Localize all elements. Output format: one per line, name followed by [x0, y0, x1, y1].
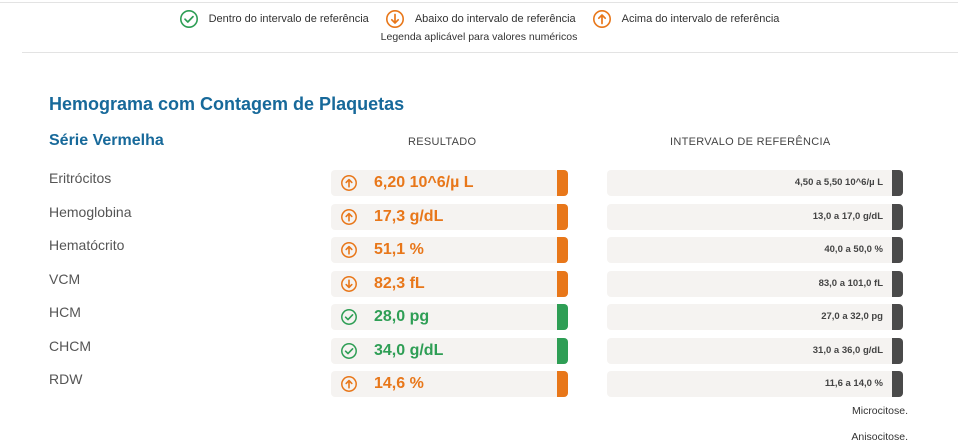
reference-bar — [892, 237, 903, 263]
result-status-bar — [557, 271, 568, 297]
reference-value: 13,0 a 17,0 g/dL — [812, 211, 883, 222]
result-status-bar — [557, 237, 568, 263]
result-value: 6,20 10^6/µ L — [374, 174, 474, 191]
arrow-down-circle-icon — [340, 275, 358, 293]
top-divider — [0, 2, 958, 3]
reference-value: 11,6 a 14,0 % — [824, 378, 883, 389]
legend-item-above: Acima do intervalo de referência — [592, 9, 780, 29]
table-row: Eritrócitos 6,20 10^6/µ L 4,50 a 5,50 10^6… — [0, 170, 958, 196]
result-box: 17,3 g/dL — [331, 204, 568, 230]
table-row: CHCM 34,0 g/dL 31,0 a 36,0 g/dL — [0, 338, 958, 364]
result-value: 51,1 % — [374, 241, 424, 258]
table-row: Hematócrito 51,1 % 40,0 a 50,0 % — [0, 237, 958, 263]
comment-anisocitose: Anisocitose. — [851, 431, 908, 443]
arrow-up-circle-icon — [340, 174, 358, 192]
result-value: 17,3 g/dL — [374, 208, 444, 225]
check-circle-icon — [340, 308, 358, 326]
analyte-name: Hematócrito — [49, 237, 125, 253]
column-header-reference: INTERVALO DE REFERÊNCIA — [670, 136, 831, 148]
analyte-name: Eritrócitos — [49, 170, 112, 186]
legend-label-within: Dentro do intervalo de referência — [208, 13, 369, 25]
exam-title: Hemograma com Contagem de Plaquetas — [49, 94, 405, 114]
result-value: 82,3 fL — [374, 275, 425, 292]
reference-bar — [892, 371, 903, 397]
arrow-up-circle-icon — [340, 208, 358, 226]
result-box: 51,1 % — [331, 237, 568, 263]
table-row: RDW 14,6 % 11,6 a 14,0 % — [0, 371, 958, 397]
legend-item-below: Abaixo do intervalo de referência — [385, 9, 576, 29]
reference-box: 11,6 a 14,0 % — [607, 371, 903, 397]
reference-bar — [892, 304, 903, 330]
reference-value: 4,50 a 5,50 10^6/µ L — [794, 177, 883, 188]
result-value: 28,0 pg — [374, 308, 430, 325]
reference-box: 40,0 a 50,0 % — [607, 237, 903, 263]
result-status-bar — [557, 338, 568, 364]
arrow-up-circle-icon — [340, 241, 358, 259]
table-row: HCM 28,0 pg 27,0 a 32,0 pg — [0, 304, 958, 330]
result-box: 82,3 fL — [331, 271, 568, 297]
series-title: Série Vermelha — [49, 132, 164, 149]
reference-bar — [892, 170, 903, 196]
legend-divider — [22, 52, 958, 53]
table-row: VCM 82,3 fL 83,0 a 101,0 fL — [0, 271, 958, 297]
result-status-bar — [557, 371, 568, 397]
analyte-name: CHCM — [49, 338, 91, 354]
reference-bar — [892, 204, 903, 230]
reference-value: 40,0 a 50,0 % — [824, 244, 883, 255]
reference-bar — [892, 338, 903, 364]
result-value: 34,0 g/dL — [374, 342, 444, 359]
analyte-name: Hemoglobina — [49, 204, 132, 220]
legend: Dentro do intervalo de referência Abaixo… — [0, 8, 958, 54]
arrow-up-circle-icon — [592, 9, 612, 29]
result-value: 14,6 % — [374, 375, 424, 392]
analyte-name: HCM — [49, 304, 81, 320]
analyte-name: VCM — [49, 271, 81, 287]
reference-value: 31,0 a 36,0 g/dL — [812, 345, 883, 356]
legend-label-below: Abaixo do intervalo de referência — [414, 13, 576, 25]
check-circle-icon — [179, 9, 199, 29]
result-status-bar — [557, 170, 568, 196]
arrow-up-circle-icon — [340, 375, 358, 393]
reference-box: 83,0 a 101,0 fL — [607, 271, 903, 297]
legend-note: Legenda aplicável para valores numéricos — [380, 31, 578, 43]
reference-value: 27,0 a 32,0 pg — [821, 311, 883, 322]
result-box: 14,6 % — [331, 371, 568, 397]
legend-item-within: Dentro do intervalo de referência — [179, 9, 369, 29]
check-circle-icon — [340, 342, 358, 360]
reference-box: 4,50 a 5,50 10^6/µ L — [607, 170, 903, 196]
column-header-result: RESULTADO — [408, 136, 477, 148]
arrow-down-circle-icon — [385, 9, 405, 29]
result-box: 28,0 pg — [331, 304, 568, 330]
reference-bar — [892, 271, 903, 297]
result-box: 34,0 g/dL — [331, 338, 568, 364]
reference-box: 31,0 a 36,0 g/dL — [607, 338, 903, 364]
table-row: Hemoglobina 17,3 g/dL 13,0 a 17,0 g/dL — [0, 204, 958, 230]
result-box: 6,20 10^6/µ L — [331, 170, 568, 196]
reference-box: 27,0 a 32,0 pg — [607, 304, 903, 330]
result-status-bar — [557, 304, 568, 330]
reference-box: 13,0 a 17,0 g/dL — [607, 204, 903, 230]
legend-label-above: Acima do intervalo de referência — [621, 13, 780, 25]
comment-microcitose: Microcitose. — [851, 405, 908, 417]
analyte-name: RDW — [49, 371, 83, 387]
reference-value: 83,0 a 101,0 fL — [818, 278, 883, 289]
result-status-bar — [557, 204, 568, 230]
